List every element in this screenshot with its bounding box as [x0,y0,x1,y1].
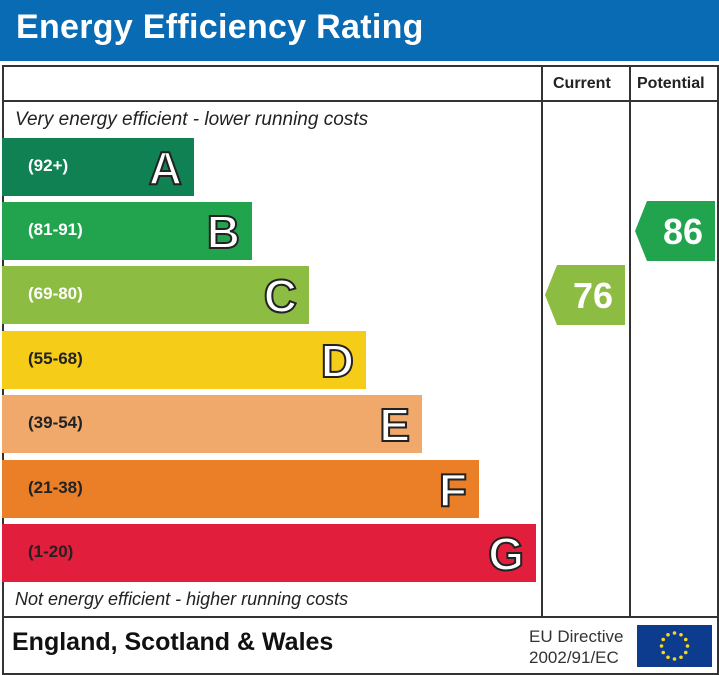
band-range: (92+) [28,156,69,175]
band-bar-b: (81-91) B [2,202,252,260]
bottom-note: Not energy efficient - higher running co… [15,589,349,609]
top-note: Very energy efficient - lower running co… [15,109,369,130]
column-header-current: Current [553,75,611,92]
divider [2,616,717,618]
flag-star [661,637,666,642]
flag-star [659,644,664,648]
potential-rating-value: 86 [662,211,704,252]
divider [2,100,717,102]
chart-title: Energy Efficiency Rating [16,8,424,46]
potential-rating-arrow: 86 [635,201,715,261]
band-letter: B [206,205,241,259]
eu-flag-icon [637,625,712,667]
divider [629,65,631,618]
flag-star [683,650,688,655]
band-letter: F [438,463,468,517]
flag-star [679,632,683,637]
flag-star [666,632,670,637]
band-letter: C [263,269,298,323]
title-banner: Energy Efficiency Rating [0,0,719,61]
flag-star [666,655,670,660]
flag-star [683,637,688,642]
band-letter: G [487,527,525,581]
band-bar-g: (1-20) G [2,524,536,582]
flag-star [661,650,666,655]
band-bar-c: (69-80) C [2,266,309,324]
band-letter: D [320,334,355,388]
band-letter: A [148,141,183,195]
band-range: (1-20) [28,542,74,561]
band-bar-e: (39-54) E [2,395,422,453]
band-range: (21-38) [28,478,83,497]
flag-star [679,655,683,660]
current-rating-value: 76 [572,275,614,316]
band-bar-f: (21-38) F [2,460,479,518]
divider [541,65,543,618]
country-label: England, Scotland & Wales [12,628,334,656]
band-bar-a: (92+) A [2,138,194,196]
band-bar-d: (55-68) D [2,331,366,389]
column-header-potential: Potential [637,75,705,92]
current-rating-arrow: 76 [545,265,625,325]
directive-line2: 2002/91/EC [529,648,619,667]
band-range: (69-80) [28,284,83,303]
flag-star [685,644,690,648]
band-letter: E [378,398,411,452]
flag-star [672,657,677,661]
directive-line1: EU Directive [529,627,624,646]
band-range: (55-68) [28,349,83,368]
flag-star [672,631,677,635]
band-range: (81-91) [28,220,83,239]
band-range: (39-54) [28,413,83,432]
